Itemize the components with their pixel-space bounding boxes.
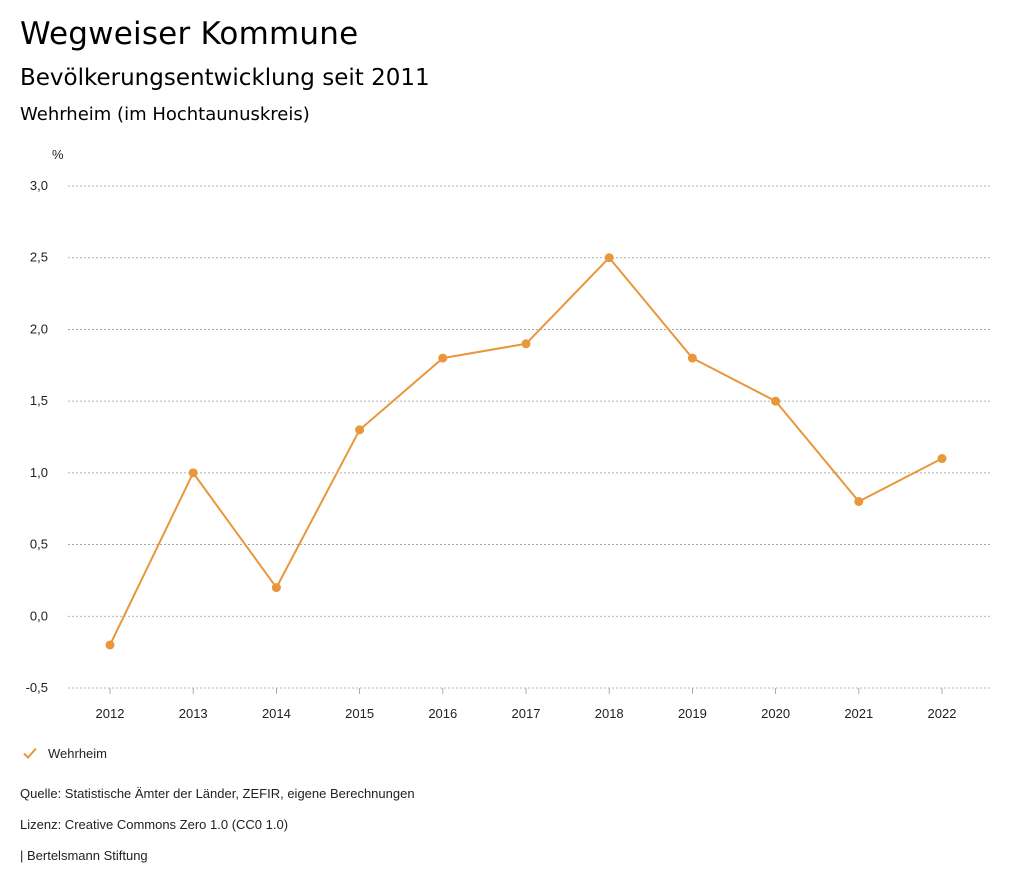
y-tick-label: -0,5 [26, 680, 48, 695]
x-tick-label: 2016 [428, 706, 457, 721]
grid-lines [68, 185, 990, 689]
data-point[interactable] [854, 497, 864, 507]
x-tick-label: 2019 [678, 706, 707, 721]
data-point[interactable] [438, 353, 448, 363]
data-point[interactable] [687, 353, 697, 363]
data-point[interactable] [355, 425, 365, 435]
source-note: Quelle: Statistische Ämter der Länder, Z… [20, 786, 415, 801]
x-tick-label: 2020 [761, 706, 790, 721]
legend-label: Wehrheim [48, 745, 108, 761]
y-tick-label: 0,5 [30, 537, 48, 552]
x-tick-label: 2014 [262, 706, 291, 721]
series-line [109, 256, 943, 646]
y-axis-ticks: 3,0 2,5 2,0 1,5 1,0 0,5 0,0 -0,5 [26, 178, 48, 695]
y-axis-unit-label: % [52, 147, 64, 162]
x-tick-label: 2018 [595, 706, 624, 721]
x-tick-label: 2012 [96, 706, 125, 721]
page-title: Wegweiser Kommune [20, 16, 359, 52]
region-label: Wehrheim (im Hochtaunuskreis) [20, 104, 310, 125]
y-tick-label: 2,5 [30, 250, 48, 265]
series-wehrheim [105, 253, 947, 650]
data-point[interactable] [271, 583, 281, 593]
data-point[interactable] [771, 396, 781, 406]
chart-subtitle: Bevölkerungsentwicklung seit 2011 [20, 65, 430, 91]
data-point[interactable] [188, 468, 198, 478]
data-point[interactable] [604, 253, 614, 263]
checkmark-icon [23, 747, 37, 759]
license-note: Lizenz: Creative Commons Zero 1.0 (CC0 1… [20, 817, 289, 832]
data-point[interactable] [521, 339, 531, 349]
x-tick-label: 2017 [512, 706, 541, 721]
x-tick-label: 2015 [345, 706, 374, 721]
y-tick-label: 1,5 [30, 393, 48, 408]
y-tick-label: 0,0 [30, 608, 48, 623]
y-tick-label: 1,0 [30, 465, 48, 480]
x-tick-label: 2021 [844, 706, 873, 721]
data-point[interactable] [937, 454, 947, 464]
x-axis-ticks: 2012 2013 2014 2015 2016 2017 2018 2019 2020 2021… [96, 688, 957, 721]
publisher-note: | Bertelsmann Stiftung [20, 848, 148, 863]
y-tick-label: 3,0 [30, 178, 48, 193]
legend-item-wehrheim[interactable]: Wehrheim [22, 745, 107, 761]
y-tick-label: 2,0 [30, 321, 48, 336]
x-tick-label: 2022 [928, 706, 957, 721]
data-point[interactable] [105, 640, 115, 650]
line-chart: % 3,0 2,5 2,0 1,5 1,0 0,5 0,0 -0,5 2012 2013 2014… [26, 147, 990, 721]
x-tick-label: 2013 [179, 706, 208, 721]
